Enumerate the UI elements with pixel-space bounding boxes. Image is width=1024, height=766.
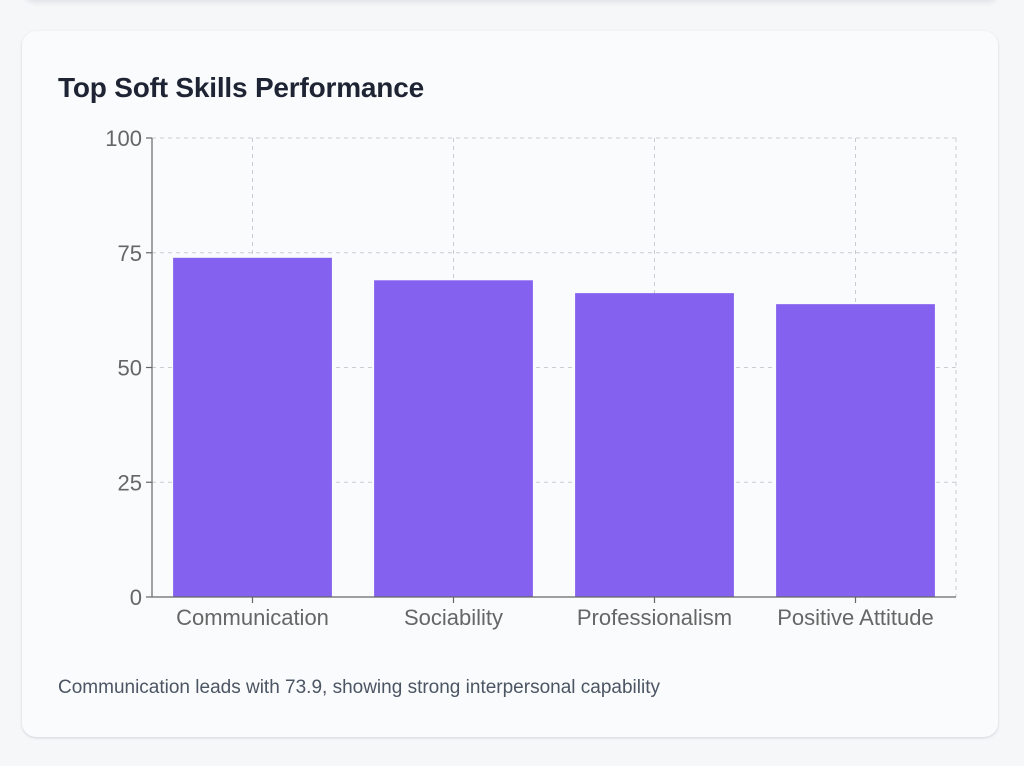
x-tick-label-0: Communication (176, 605, 329, 630)
x-tick-label-2: Professionalism (577, 605, 732, 630)
y-tick-label-2: 50 (118, 356, 142, 381)
chart-card: Top Soft Skills Performance 0 25 50 75 100 Co… (22, 31, 998, 737)
bar-chart: 0 25 50 75 100 Communication Sociability Profes… (105, 126, 957, 630)
bar-professionalism (575, 293, 734, 597)
y-tick-label-3: 75 (118, 241, 142, 266)
y-tick-label-1: 25 (118, 470, 142, 495)
bar-communication (173, 257, 332, 597)
x-tick-label-1: Sociability (404, 605, 503, 630)
y-tick-label-0: 0 (130, 585, 142, 610)
card-title: Top Soft Skills Performance (58, 72, 424, 103)
x-tick-label-3: Positive Attitude (777, 605, 934, 630)
chart-caption: Communication leads with 73.9, showing s… (58, 677, 660, 698)
bar-sociability (374, 280, 533, 597)
y-tick-label-4: 100 (105, 126, 142, 151)
bar-positive-attitude (776, 304, 935, 597)
